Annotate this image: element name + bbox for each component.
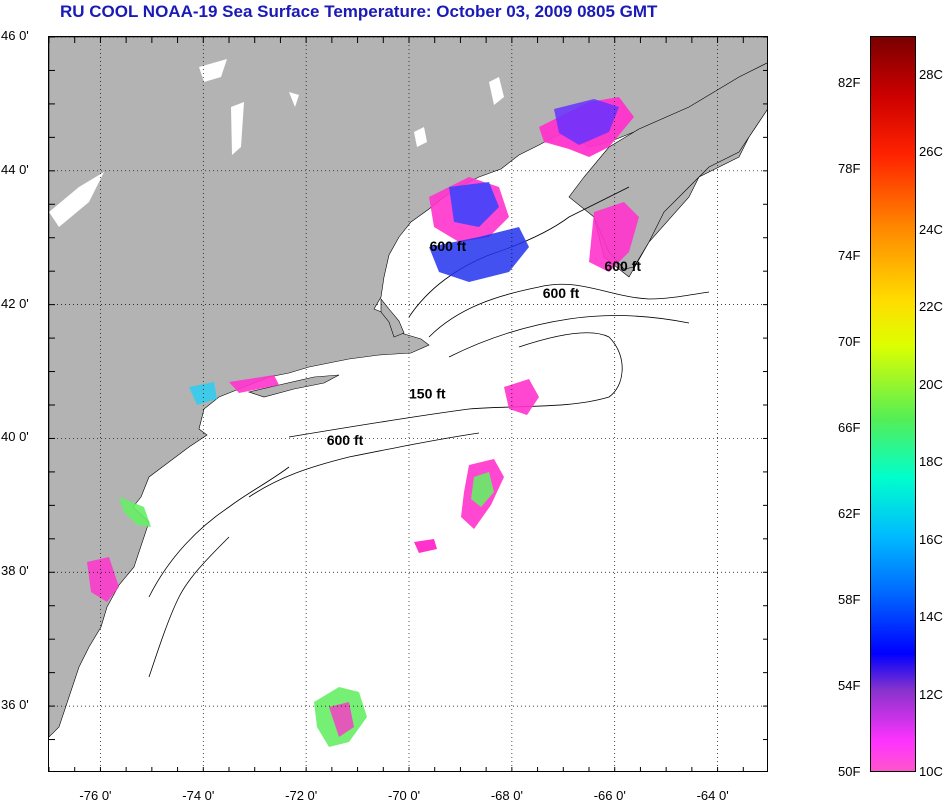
isobath-label: 600 ft (327, 432, 364, 448)
map-title: RU COOL NOAA-19 Sea Surface Temperature:… (60, 2, 658, 21)
sst-map[interactable]: 600 ft 600 ft 600 ft 150 ft 600 ft (48, 36, 768, 772)
celsius-label: 16C (919, 531, 943, 547)
fahrenheit-label: 58F (838, 591, 861, 607)
isobath-label: 600 ft (430, 238, 467, 254)
fahrenheit-label: 62F (838, 505, 861, 521)
lat-tick-label: 46 0' (1, 28, 29, 43)
celsius-label: 12C (919, 686, 943, 702)
isobath-labels: 600 ft 600 ft 600 ft 150 ft 600 ft (327, 238, 642, 448)
lon-tick-label: -74 0' (182, 788, 215, 803)
fahrenheit-label: 70F (838, 333, 861, 349)
celsius-label: 28C (919, 66, 943, 82)
temperature-colorbar (870, 36, 916, 772)
map-canvas: 600 ft 600 ft 600 ft 150 ft 600 ft (49, 37, 767, 771)
celsius-label: 26C (919, 144, 943, 160)
celsius-label: 18C (919, 454, 943, 470)
isobath-label: 600 ft (604, 258, 641, 274)
fahrenheit-label: 74F (838, 247, 861, 263)
lat-tick-label: 36 0' (1, 697, 29, 713)
celsius-label: 20C (919, 376, 943, 392)
lon-tick-label: -72 0' (285, 788, 318, 803)
inland-water (49, 59, 504, 227)
celsius-label: 22C (919, 299, 943, 315)
fahrenheit-label: 78F (838, 161, 861, 177)
lon-tick-label: -66 0' (593, 788, 626, 803)
lon-tick-label: -70 0' (388, 788, 421, 803)
lon-tick-label: -64 0' (696, 788, 729, 803)
celsius-label: 24C (919, 221, 943, 237)
lat-tick-label: 38 0' (1, 563, 29, 579)
sst-swaths (87, 97, 639, 747)
fahrenheit-label: 66F (838, 419, 861, 435)
lon-tick-label: -76 0' (79, 788, 112, 803)
celsius-label: 10C (919, 764, 943, 779)
celsius-label: 14C (919, 609, 943, 625)
graticule (49, 37, 767, 771)
fahrenheit-label: 82F (838, 75, 861, 91)
lat-tick-label: 40 0' (1, 429, 29, 445)
isobath-label: 150 ft (409, 385, 446, 401)
lon-tick-label: -68 0' (490, 788, 523, 803)
lat-tick-label: 42 0' (1, 295, 29, 311)
fahrenheit-label: 50F (838, 764, 861, 779)
lat-tick-label: 44 0' (1, 161, 29, 177)
frame-ticks (49, 37, 767, 771)
isobath-label: 600 ft (543, 285, 580, 301)
fahrenheit-label: 54F (838, 677, 861, 693)
